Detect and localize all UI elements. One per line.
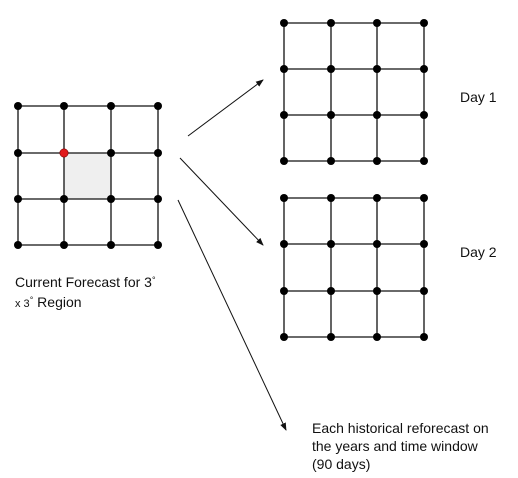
shaded-cell xyxy=(64,153,111,199)
current-forecast-grid xyxy=(14,102,162,249)
highlight-node xyxy=(59,148,69,158)
day2-label: Day 2 xyxy=(460,244,497,260)
historical-reforecast-label: Each historical reforecast on the years … xyxy=(312,420,489,472)
arrow-to-day2 xyxy=(179,157,264,246)
arrow-to-day1 xyxy=(187,79,264,137)
day1-label: Day 1 xyxy=(460,89,497,105)
arrow-to-historical xyxy=(177,199,287,431)
day2-grid xyxy=(280,194,428,341)
day1-grid xyxy=(280,19,428,165)
current-forecast-label: Current Forecast for 3° x 3° Region xyxy=(15,274,156,310)
